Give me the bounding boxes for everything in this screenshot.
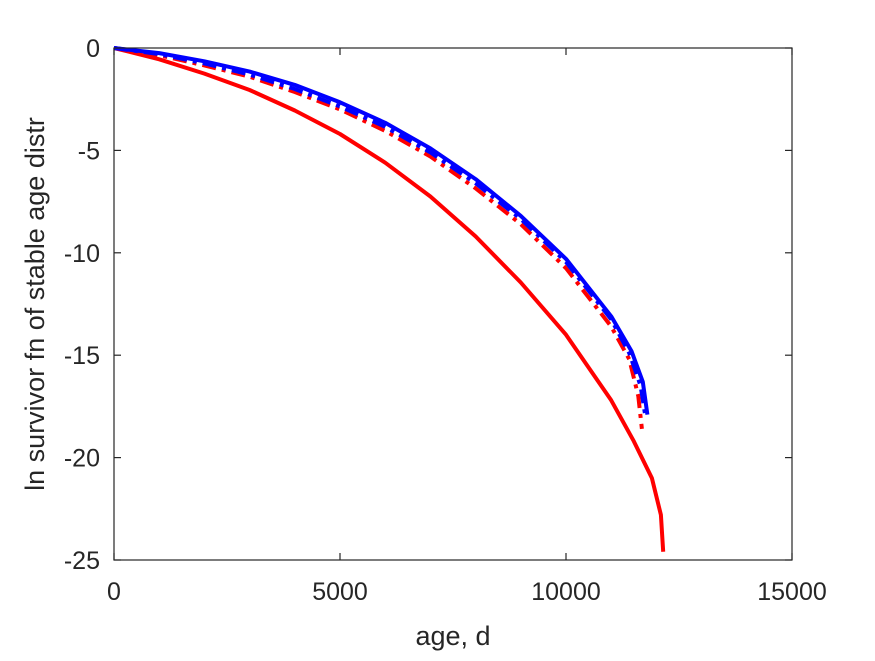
y-axis-label: ln survivor fn of stable age distr (20, 117, 50, 491)
x-tick-label: 5000 (312, 578, 368, 606)
axes-box (113, 47, 793, 561)
series-line-3 (113, 46, 648, 415)
x-tick-label: 0 (107, 578, 121, 606)
x-axis-label: age, d (415, 621, 490, 651)
axes-layer (113, 47, 793, 561)
y-tick-label: -10 (64, 240, 100, 268)
plot-area (114, 48, 792, 560)
y-tick-label: -20 (64, 445, 100, 473)
series-line-2 (113, 46, 644, 430)
y-tick-label: -25 (64, 547, 100, 575)
series-line-4 (113, 46, 650, 415)
x-tick-labels: 0 5000 10000 15000 (107, 578, 827, 606)
series-line-1 (113, 46, 666, 552)
series-layer (113, 46, 666, 552)
y-tick-labels: 0 -5 -10 -15 -20 -25 (64, 35, 100, 575)
y-tick-label: -5 (78, 137, 100, 165)
y-tick-label: -15 (64, 342, 100, 370)
x-tick-label: 10000 (531, 578, 601, 606)
x-tick-label: 15000 (757, 578, 827, 606)
y-tick-label: 0 (86, 35, 100, 63)
